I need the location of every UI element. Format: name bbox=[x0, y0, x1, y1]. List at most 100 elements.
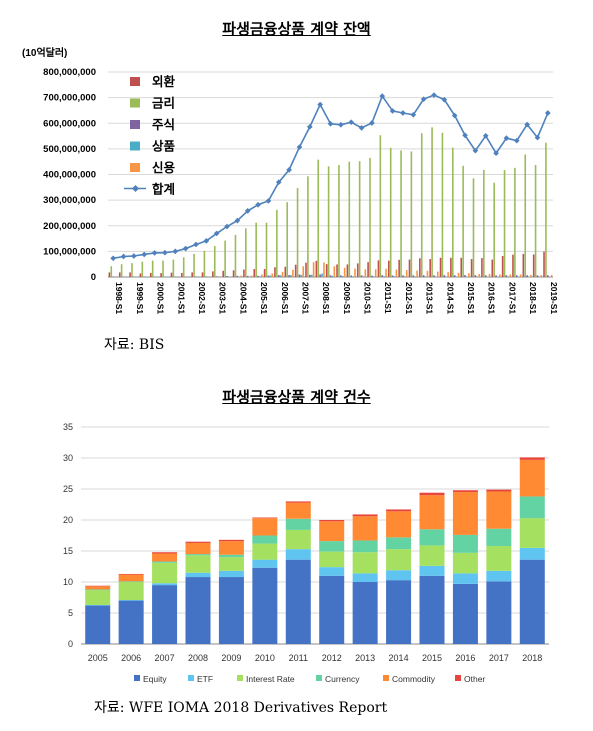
x-tick-label: 2003-S1 bbox=[218, 282, 228, 314]
contracts-chart: 0 5 10 15 20 25 30 35 2005 2006 2007 2008 2009 2010 20… bbox=[63, 422, 549, 684]
bar-Currency bbox=[386, 537, 412, 550]
bar-금리 bbox=[245, 228, 247, 277]
bar-상품 bbox=[404, 276, 406, 277]
x-tick-label: 2010-S1 bbox=[363, 282, 373, 314]
bar-Interest Rate bbox=[519, 518, 545, 548]
x-tick-label: 2019-S1 bbox=[549, 282, 559, 314]
bar-금리 bbox=[514, 167, 516, 277]
bar-금리 bbox=[234, 234, 237, 277]
bar-신용 bbox=[416, 270, 418, 277]
bar-금리 bbox=[483, 169, 485, 277]
total-point bbox=[265, 198, 272, 204]
x-tick-label: 1998-S1 bbox=[114, 282, 124, 314]
x-tick-label: 2005-S1 bbox=[259, 282, 269, 314]
bar-Interest Rate bbox=[386, 549, 412, 571]
bar-외환 bbox=[387, 260, 390, 277]
bar-주식 bbox=[495, 275, 497, 277]
x-tick-label: 2018-S1 bbox=[528, 282, 538, 314]
legend-swatch bbox=[455, 675, 461, 681]
bottom-chart-source: 자료: WFE IOMA 2018 Derivatives Report bbox=[94, 700, 388, 716]
bar-금리 bbox=[338, 165, 340, 277]
total-point bbox=[151, 250, 158, 256]
bar-Currency bbox=[319, 541, 345, 552]
y-tick-label: 600,000,000 bbox=[43, 118, 96, 129]
total-point bbox=[513, 137, 520, 144]
bar-Equity bbox=[152, 585, 178, 644]
bar-신용 bbox=[540, 274, 543, 277]
bar-외환 bbox=[201, 272, 204, 277]
y-tick-label: 25 bbox=[63, 484, 73, 494]
x-tick-label: 2012 bbox=[322, 653, 342, 663]
bar-Equity bbox=[519, 559, 545, 644]
bar-Commodity bbox=[419, 495, 445, 530]
bar-Equity bbox=[386, 580, 412, 644]
bar-외환 bbox=[212, 271, 214, 277]
bar-외환 bbox=[274, 267, 276, 277]
bar-Other bbox=[285, 501, 311, 503]
bar-Currency bbox=[452, 534, 478, 553]
bar-금리 bbox=[358, 161, 361, 277]
total-point bbox=[120, 253, 127, 260]
bar-Commodity bbox=[352, 516, 378, 541]
bar-상품 bbox=[538, 276, 541, 277]
top-chart-source: 자료: BIS bbox=[104, 337, 165, 353]
bar-상품 bbox=[362, 276, 365, 277]
bar-금리 bbox=[379, 135, 382, 277]
bar-주식 bbox=[236, 275, 239, 277]
bar-금리 bbox=[203, 250, 206, 277]
bar-주식 bbox=[340, 275, 342, 277]
x-tick-label: 2017 bbox=[489, 653, 509, 663]
bar-신용 bbox=[354, 268, 356, 277]
bar-ETF bbox=[285, 549, 311, 560]
bar-금리 bbox=[131, 263, 133, 277]
bar-상품 bbox=[321, 273, 323, 277]
bar-ETF bbox=[386, 570, 412, 581]
total-point bbox=[493, 150, 499, 157]
total-point bbox=[162, 249, 168, 256]
bar-ETF bbox=[185, 572, 211, 578]
bar-상품 bbox=[352, 276, 354, 277]
bar-주식 bbox=[360, 275, 363, 277]
bar-Other bbox=[352, 514, 378, 517]
bar-금리 bbox=[172, 259, 175, 277]
legend-label: Commodity bbox=[392, 674, 436, 684]
x-tick-label: 2009-S1 bbox=[342, 282, 352, 314]
bar-금리 bbox=[348, 161, 351, 277]
x-tick-label: 2004-S1 bbox=[238, 282, 248, 314]
bar-외환 bbox=[108, 272, 111, 277]
x-tick-label: 2005 bbox=[88, 653, 108, 663]
bar-신용 bbox=[488, 273, 491, 277]
bar-Equity bbox=[452, 583, 478, 644]
bar-주식 bbox=[464, 275, 466, 277]
bar-외환 bbox=[408, 259, 411, 277]
x-tick-label: 2013-S1 bbox=[425, 282, 435, 314]
legend-marker bbox=[131, 184, 140, 193]
bar-신용 bbox=[426, 270, 429, 277]
bar-Currency bbox=[419, 529, 445, 546]
bar-주식 bbox=[215, 276, 218, 277]
bar-금리 bbox=[431, 127, 433, 277]
bar-신용 bbox=[436, 271, 439, 277]
bar-금리 bbox=[400, 150, 402, 277]
total-point bbox=[255, 201, 261, 208]
total-point bbox=[524, 121, 530, 128]
bar-외환 bbox=[439, 257, 442, 277]
bar-금리 bbox=[462, 165, 464, 277]
total-point bbox=[286, 167, 292, 173]
bar-외환 bbox=[118, 272, 121, 277]
total-point bbox=[462, 132, 468, 139]
bar-외환 bbox=[501, 255, 504, 277]
total-point bbox=[482, 132, 489, 139]
bar-신용 bbox=[333, 266, 336, 277]
bar-금리 bbox=[451, 147, 454, 277]
total-point bbox=[358, 125, 365, 131]
bar-외환 bbox=[481, 258, 483, 277]
bar-신용 bbox=[374, 269, 377, 277]
y-tick-label: 700,000,000 bbox=[43, 93, 96, 104]
bar-금리 bbox=[503, 170, 506, 277]
bar-Other bbox=[85, 585, 111, 587]
legend-swatch bbox=[383, 675, 389, 681]
bar-Commodity bbox=[152, 553, 178, 562]
bar-외환 bbox=[160, 273, 162, 277]
x-tick-label: 1999-S1 bbox=[135, 282, 145, 314]
